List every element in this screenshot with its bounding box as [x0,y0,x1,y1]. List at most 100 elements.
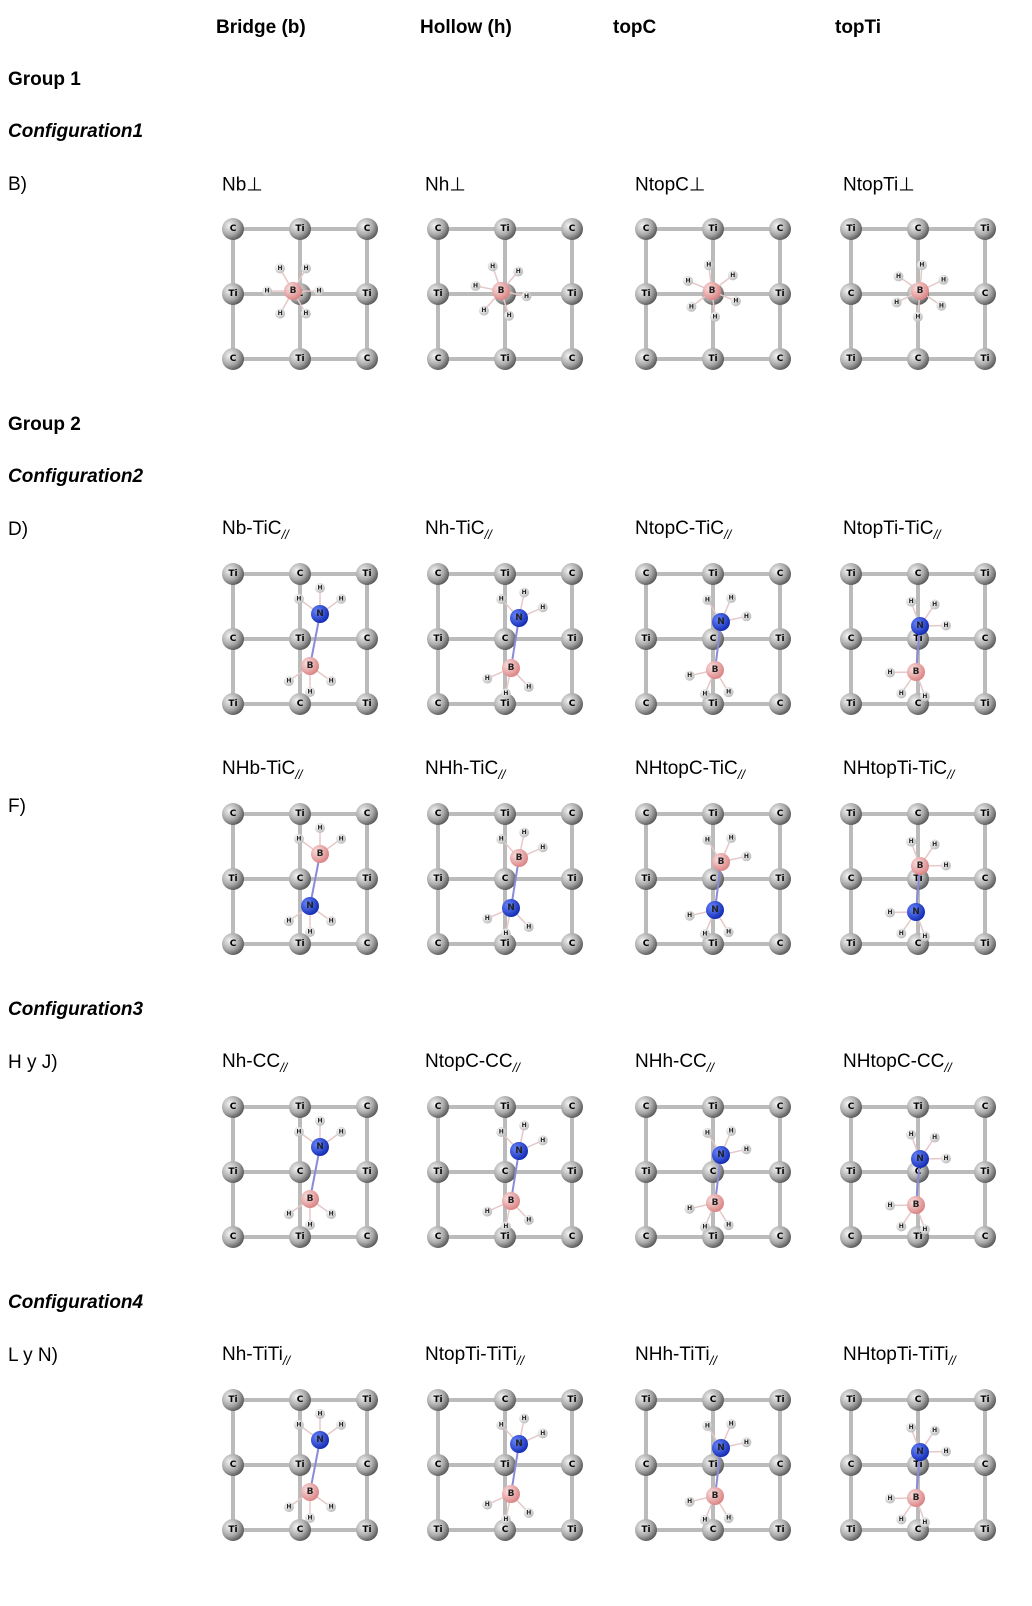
atom-label: H [307,689,312,696]
atom-label: Ti [433,1525,442,1535]
atom-label: C [848,634,855,644]
panel-label: NtopTi-TiC// [843,518,941,542]
atom-label: H [307,1222,312,1229]
atom-label: H [499,1421,504,1428]
atom-label: H [729,835,734,842]
atom-label: B [712,1491,719,1501]
atom-label: C [643,1460,650,1470]
atom-label: H [744,853,749,860]
atom-label: Ti [775,874,784,884]
configuration-title: Configuration3 [8,999,143,1021]
atom-label: Ti [362,1525,371,1535]
atom-label: Ti [980,354,989,364]
atom-label: H [702,930,707,937]
atom-label: Ti [708,354,717,364]
atom-label: H [296,595,301,602]
atom-label: H [540,604,545,611]
atom-label: H [922,693,927,700]
atom-label: H [899,1223,904,1230]
atom-label: H [687,1205,692,1212]
atom-label: C [710,1395,717,1405]
atom-label: H [526,924,531,931]
panel-label-subscript: // [707,1060,714,1075]
column-header: Hollow (h) [420,17,512,39]
panel-label: NtopTi-TiTi// [425,1344,524,1368]
atom-label: Ti [228,1395,237,1405]
structure-image: TiCTiCTiCTiCTiNHHHBHHH [833,556,1005,724]
atom-label: H [540,1430,545,1437]
atom-label: Ti [433,289,442,299]
atom-label: H [919,262,924,269]
atom-label: C [643,809,650,819]
atom-label: N [912,907,920,917]
atom-label: H [317,585,322,592]
atom-label: C [643,939,650,949]
configuration-title: Configuration2 [8,466,143,488]
atom-label: C [915,1395,922,1405]
panel-label-subscript: // [283,1353,290,1368]
atom-label: B [913,1493,920,1503]
atom-label: H [304,265,309,272]
row-label: F) [8,796,26,818]
column-header: topC [613,17,656,39]
atom-label: Ti [913,1232,922,1242]
atom-label: B [307,1194,314,1204]
panel-label: NHh-CC// [635,1051,714,1075]
atom-label: H [526,1217,531,1224]
atom-label: N [515,1439,523,1449]
atom-label: C [435,1232,442,1242]
atom-label: H [286,1504,291,1511]
atom-label: H [744,1146,749,1153]
atom-label: C [230,939,237,949]
atom-label: C [230,354,237,364]
panel-label: Nh-CC// [222,1051,287,1075]
atom-label: H [522,1122,527,1129]
row-label: D) [8,519,28,541]
atom-label: Ti [433,634,442,644]
atom-label: C [502,634,509,644]
atom-label: C [982,1460,989,1470]
atom-label: C [569,939,576,949]
atom-label: H [316,288,321,295]
atom-label: C [777,809,784,819]
atom-label: Ti [433,1395,442,1405]
atom-label: Ti [362,1395,371,1405]
atom-label: H [726,1515,731,1522]
atom-label: Ti [980,699,989,709]
atom-label: B [913,667,920,677]
atom-label: Ti [500,354,509,364]
atom-label: H [278,310,283,317]
atom-label: H [329,1504,334,1511]
structure-image: CTiCTiCTiCTiCBHHHNHHH [420,796,592,964]
panel-label-subscript: // [517,1353,524,1368]
atom-label: N [306,901,314,911]
atom-label: Ti [500,699,509,709]
atom-label: H [503,1516,508,1523]
group-title: Group 2 [8,414,81,436]
atom-label: Ti [295,939,304,949]
atom-label: H [522,589,527,596]
atom-label: H [730,272,735,279]
atom-label: H [941,276,946,283]
atom-label: Ti [708,1102,717,1112]
atom-label: C [982,1102,989,1112]
atom-label: H [909,598,914,605]
atom-label: Ti [567,1167,576,1177]
atom-label: H [329,918,334,925]
atom-label: H [473,282,478,289]
atom-label: Ti [846,1525,855,1535]
atom-label: H [887,1495,892,1502]
atom-label: C [643,569,650,579]
panel-label-subscript: // [484,527,491,542]
group-title: Group 1 [8,69,81,91]
atom-label: C [915,699,922,709]
atom-label: H [507,312,512,319]
atom-label: N [316,1142,324,1152]
atom-label: Ti [500,939,509,949]
panel-label: NHtopC-CC// [843,1051,952,1075]
atom-label: C [982,289,989,299]
atom-label: Ti [567,874,576,884]
atom-label: C [435,1460,442,1470]
atom-label: Ti [500,569,509,579]
atom-label: C [230,1102,237,1112]
